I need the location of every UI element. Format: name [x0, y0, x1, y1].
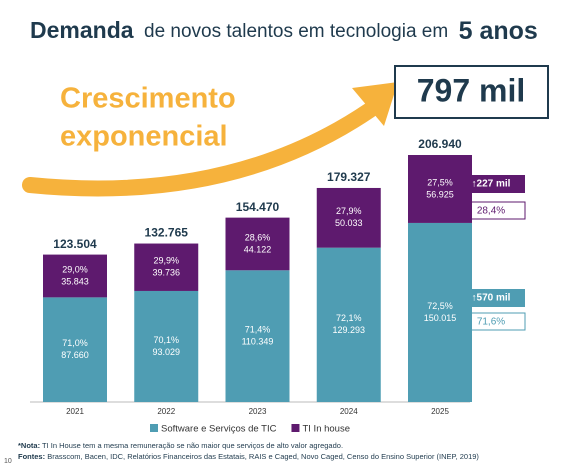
x-tick-label: 2024: [340, 407, 358, 416]
value-label: 50.033: [335, 218, 363, 228]
bar-segment: [43, 254, 107, 298]
note: Fontes: Brasscom, Bacen, IDC, Relatórios…: [18, 452, 479, 461]
share-label: 72,5%: [427, 301, 453, 311]
total-label: 154.470: [236, 200, 280, 214]
share-label: 71,0%: [62, 338, 88, 348]
annotation: 797 mil: [417, 72, 526, 108]
value-label: 93.029: [152, 347, 180, 357]
side-box: [458, 175, 525, 193]
annotation: 28,4%: [477, 206, 505, 217]
share-label: 29,9%: [153, 256, 179, 266]
growth-arrow: [22, 102, 378, 197]
note-label: *Nota:: [18, 441, 40, 450]
value-label: 39.736: [152, 268, 180, 278]
total-label: 123.504: [53, 237, 97, 251]
x-tick-label: 2021: [66, 407, 84, 416]
legend-swatch: [291, 424, 300, 432]
chart-title: Demanda de novos talentos em tecnologia …: [30, 17, 538, 45]
note-text: TI In House tem a mesma remuneração se n…: [42, 441, 343, 450]
total-box: [394, 65, 549, 119]
share-label: 71,4%: [245, 325, 271, 335]
title-part: de novos talentos em tecnologia em: [144, 21, 448, 42]
title-part: 5 anos: [459, 17, 538, 45]
total-label: 132.765: [145, 226, 189, 240]
title-part: Demanda: [30, 17, 134, 43]
annotation: exponencial: [60, 121, 228, 153]
value-label: 150.015: [424, 313, 457, 323]
legend: Software e Serviços de TIC TI In house: [150, 424, 350, 435]
bar-segment: [316, 247, 381, 402]
annotation: ↑227 mil: [472, 179, 511, 190]
value-label: 110.349: [242, 337, 274, 347]
bar-segment: [134, 243, 199, 291]
side-box: [458, 289, 525, 307]
bar-segment: [225, 217, 290, 271]
x-tick-label: 2025: [431, 407, 449, 416]
share-label: 72,1%: [336, 313, 362, 323]
bar-segment: [225, 270, 290, 402]
bar-segment: [316, 187, 381, 248]
note-label: Fontes:: [18, 452, 45, 461]
share-label: 29,0%: [62, 264, 88, 274]
share-label: 70,1%: [153, 335, 179, 345]
share-label: 28,6%: [245, 232, 271, 242]
x-tick-label: 2022: [157, 407, 175, 416]
value-label: 56.925: [426, 189, 454, 199]
note-text: Brasscom, Bacen, IDC, Relatórios Finance…: [47, 452, 479, 461]
annotation: Crescimento: [60, 83, 236, 115]
legend-label: Software e Serviços de TIC: [161, 424, 277, 435]
x-tick-label: 2023: [249, 407, 267, 416]
note: *Nota: TI In House tem a mesma remuneraç…: [18, 441, 343, 450]
value-label: 44.122: [244, 244, 272, 254]
annotation: 71,6%: [477, 317, 505, 328]
legend-label: TI In house: [302, 424, 350, 435]
value-label: 129.293: [332, 325, 365, 335]
arrow-head: [352, 82, 398, 126]
bar-segment: [43, 297, 107, 402]
total-label: 206.940: [418, 137, 462, 151]
share-label: 27,5%: [427, 177, 453, 187]
page-number: 10: [4, 458, 12, 465]
value-label: 35.843: [61, 276, 89, 286]
total-label: 179.327: [327, 170, 371, 184]
bar-segment: [408, 155, 472, 223]
bar-segment: [408, 222, 472, 402]
share-label: 27,9%: [336, 206, 362, 216]
annotation: ↑570 mil: [472, 293, 511, 304]
value-label: 87.660: [61, 350, 89, 360]
bar-segment: [134, 290, 199, 402]
legend-swatch: [150, 424, 158, 432]
